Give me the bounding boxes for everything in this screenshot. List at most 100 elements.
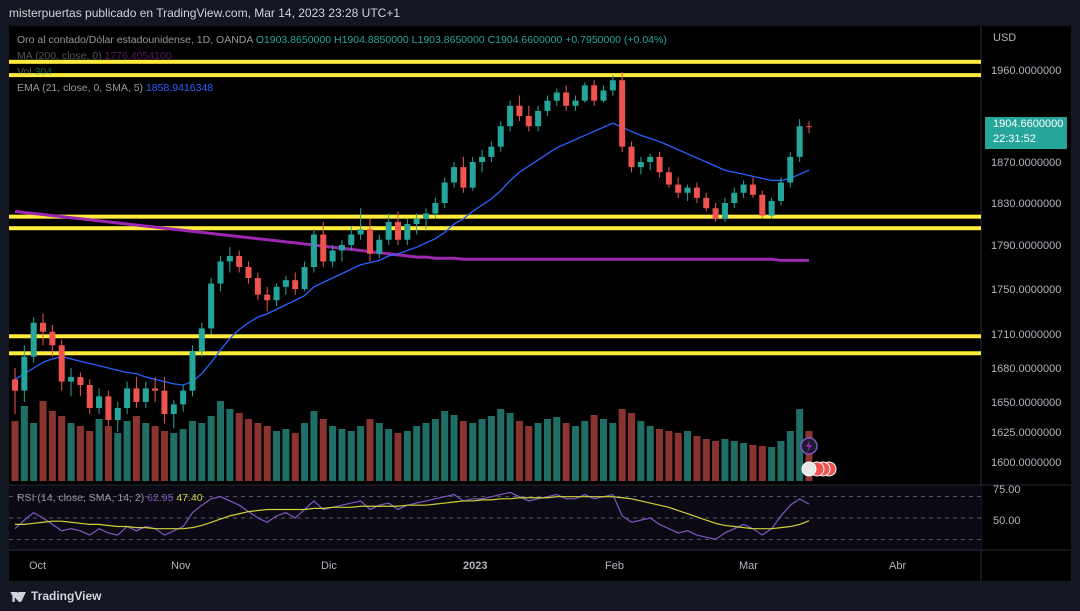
candle-body[interactable] xyxy=(152,388,159,391)
candle-body[interactable] xyxy=(544,100,551,111)
candle-body[interactable] xyxy=(768,200,775,216)
candle-body[interactable] xyxy=(96,396,103,408)
candle-body[interactable] xyxy=(273,286,280,301)
candle-body[interactable] xyxy=(189,351,196,391)
candle-body[interactable] xyxy=(488,146,495,157)
key-level-line[interactable] xyxy=(9,334,981,339)
candle-body[interactable] xyxy=(217,261,224,284)
candle-body[interactable] xyxy=(777,182,784,201)
candle-body[interactable] xyxy=(338,245,345,251)
key-level-line[interactable] xyxy=(9,214,981,219)
candle-body[interactable] xyxy=(292,280,299,289)
candle-body[interactable] xyxy=(684,187,691,193)
candle-body[interactable] xyxy=(516,105,523,116)
candle-body[interactable] xyxy=(49,331,56,346)
candle-body[interactable] xyxy=(161,390,168,414)
candle-body[interactable] xyxy=(647,156,654,162)
candle-body[interactable] xyxy=(366,229,373,254)
candle-body[interactable] xyxy=(535,110,542,127)
ema-legend-row[interactable]: EMA (21, close, 0, SMA, 5) 1858.9416348 xyxy=(17,82,213,94)
candle-body[interactable] xyxy=(656,156,663,173)
candle-body[interactable] xyxy=(77,377,84,385)
candle-body[interactable] xyxy=(68,377,75,382)
candle-body[interactable] xyxy=(553,92,560,101)
candle-body[interactable] xyxy=(114,408,121,420)
candle-body[interactable] xyxy=(282,280,289,287)
candle-body[interactable] xyxy=(180,390,187,405)
price-axis-panel[interactable] xyxy=(981,26,1071,581)
ma200-line[interactable] xyxy=(14,209,809,262)
candle-body[interactable] xyxy=(357,229,364,235)
vol-legend-row[interactable]: Vol 304 xyxy=(17,66,52,78)
symbol-name[interactable]: Oro al contado/Dólar estadounidense, 1D,… xyxy=(17,34,253,46)
candle-body[interactable] xyxy=(254,278,261,295)
candle-body[interactable] xyxy=(348,234,355,246)
candle-body[interactable] xyxy=(198,328,205,351)
candle-body[interactable] xyxy=(376,239,383,254)
ma-legend-row[interactable]: MA (200, close, 0) 1776.4054100 xyxy=(17,50,172,62)
candle-body[interactable] xyxy=(628,146,635,168)
candle-body[interactable] xyxy=(385,221,392,240)
candle-body[interactable] xyxy=(394,221,401,240)
rsi-line[interactable] xyxy=(14,491,810,540)
candle-body[interactable] xyxy=(245,267,252,278)
candle-body[interactable] xyxy=(413,218,420,224)
candle-body[interactable] xyxy=(525,116,532,127)
candle-body[interactable] xyxy=(264,294,271,301)
candle-body[interactable] xyxy=(600,90,607,101)
candle-body[interactable] xyxy=(712,208,719,219)
candle-body[interactable] xyxy=(721,203,728,219)
candle-body[interactable] xyxy=(105,396,112,420)
us-flag-event-icon[interactable] xyxy=(801,461,817,477)
candle-body[interactable] xyxy=(226,256,233,262)
candle-body[interactable] xyxy=(310,234,317,268)
candle-body[interactable] xyxy=(451,167,458,183)
candle-body[interactable] xyxy=(320,234,327,262)
candle-body[interactable] xyxy=(133,388,140,402)
key-level-line[interactable] xyxy=(9,73,981,78)
candle-body[interactable] xyxy=(619,80,626,147)
candle-body[interactable] xyxy=(423,213,430,219)
candle-body[interactable] xyxy=(86,385,93,408)
candle-body[interactable] xyxy=(591,85,598,101)
candle-body[interactable] xyxy=(740,184,747,193)
candle-body[interactable] xyxy=(787,156,794,183)
candle-body[interactable] xyxy=(572,100,579,106)
candle-body[interactable] xyxy=(142,388,149,402)
candle-body[interactable] xyxy=(731,192,738,203)
tradingview-logo[interactable]: TradingView xyxy=(10,589,101,603)
ema21-line[interactable] xyxy=(14,122,810,386)
key-level-line[interactable] xyxy=(9,226,981,231)
candle-body[interactable] xyxy=(460,167,467,188)
candle-body[interactable] xyxy=(609,80,616,91)
key-level-line[interactable] xyxy=(9,59,981,64)
candle-body[interactable] xyxy=(479,156,486,162)
candle-body[interactable] xyxy=(749,184,756,195)
rsi-legend-row[interactable]: RSI (14, close, SMA, 14, 2) 62.95 47.40 xyxy=(17,492,203,504)
candle-body[interactable] xyxy=(170,404,177,414)
candle-body[interactable] xyxy=(236,256,243,267)
candle-body[interactable] xyxy=(432,203,439,214)
candle-body[interactable] xyxy=(301,267,308,289)
candle-body[interactable] xyxy=(675,184,682,193)
candle-body[interactable] xyxy=(637,162,644,168)
candle-body[interactable] xyxy=(806,126,812,128)
candle-body[interactable] xyxy=(124,388,131,408)
candle-body[interactable] xyxy=(208,283,215,329)
candle-body[interactable] xyxy=(665,172,672,185)
candle-body[interactable] xyxy=(30,322,37,357)
candle-body[interactable] xyxy=(693,187,700,198)
key-level-line[interactable] xyxy=(9,351,981,356)
candle-body[interactable] xyxy=(58,345,65,382)
candle-body[interactable] xyxy=(563,92,570,106)
candle-body[interactable] xyxy=(759,194,766,216)
candle-body[interactable] xyxy=(507,105,514,127)
candle-body[interactable] xyxy=(469,162,476,188)
candle-body[interactable] xyxy=(796,126,803,157)
candle-body[interactable] xyxy=(404,224,411,240)
candle-body[interactable] xyxy=(441,182,448,204)
candle-body[interactable] xyxy=(12,379,18,391)
candle-body[interactable] xyxy=(329,250,336,262)
candle-body[interactable] xyxy=(581,85,588,101)
candle-body[interactable] xyxy=(40,322,47,332)
